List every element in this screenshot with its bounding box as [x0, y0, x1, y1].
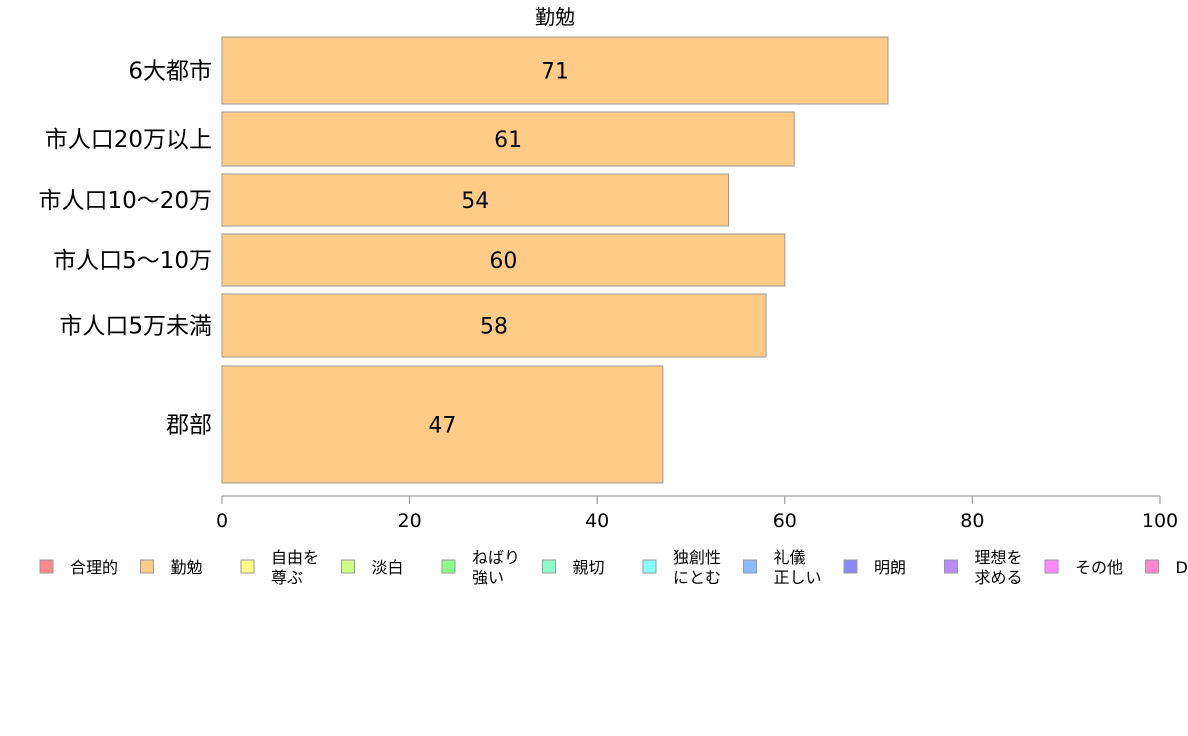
legend-swatch-3: [341, 559, 355, 574]
legend-label-10: その他: [1075, 558, 1123, 577]
legend-swatch-8: [843, 559, 858, 574]
value-label-1: 61: [494, 128, 522, 153]
category-label-4: 市人口5万未満: [59, 314, 212, 340]
legend-label-1: 勤勉: [171, 558, 203, 577]
legend-swatch-10: [1044, 559, 1059, 574]
x-tick-label-0: 0: [216, 510, 228, 532]
legend-swatch-5: [542, 559, 556, 574]
legend-swatch-11: [1145, 559, 1159, 574]
legend-swatch-1: [140, 559, 154, 574]
legend-swatch-0: [39, 559, 54, 574]
legend: 合理的 勤勉 自由を尊ぶ 淡白 ねばり強い 親切 独創性にとむ 礼儀正しい 明朗 理想を求める その…: [39, 548, 1188, 587]
value-label-0: 71: [541, 60, 569, 85]
legend-label-9: 理想を求める: [975, 548, 1023, 587]
legend-label-6: 独創性にとむ: [673, 548, 721, 587]
legend-swatch-9: [944, 559, 958, 574]
legend-label-11: D: [1176, 558, 1188, 577]
category-label-5: 郡部: [166, 413, 212, 439]
value-label-2: 54: [461, 189, 489, 214]
legend-label-8: 明朗: [874, 558, 906, 577]
category-label-0: 6大都市: [128, 59, 212, 85]
bar-0: [221, 36, 889, 105]
category-label-2: 市人口10〜20万: [38, 188, 212, 214]
bar-1: [221, 111, 795, 167]
x-axis: 0 20 40 60 80 100: [216, 495, 1178, 532]
bar-4: [221, 293, 767, 358]
legend-label-0: 合理的: [70, 558, 118, 577]
x-tick-label-3: 60: [773, 510, 797, 532]
legend-swatch-2: [240, 559, 255, 574]
legend-label-4: ねばり強い: [472, 548, 520, 587]
x-tick-label-1: 20: [398, 510, 422, 532]
legend-swatch-7: [743, 559, 757, 574]
legend-label-5: 親切: [573, 558, 605, 577]
legend-label-7: 礼儀正しい: [774, 548, 822, 587]
x-tick-label-2: 40: [585, 510, 609, 532]
bars-group: 71 6大都市 61 市人口20万以上 54 市人口10〜20万 60 市人口5〜10万 58 市…: [38, 36, 889, 484]
bar-2: [221, 173, 730, 227]
value-label-3: 60: [489, 249, 517, 274]
value-label-5: 47: [428, 414, 456, 439]
bar-3: [221, 233, 786, 287]
x-tick-label-5: 100: [1142, 510, 1178, 532]
chart-title: 勤勉: [535, 5, 575, 29]
legend-swatch-6: [642, 559, 657, 574]
value-label-4: 58: [480, 315, 508, 340]
legend-label-2: 自由を尊ぶ: [271, 548, 319, 587]
category-label-1: 市人口20万以上: [45, 127, 212, 153]
legend-swatch-4: [441, 559, 456, 574]
bar-5: [221, 365, 664, 484]
category-label-3: 市人口5〜10万: [53, 248, 212, 274]
x-tick-label-4: 80: [960, 510, 984, 532]
legend-label-3: 淡白: [372, 558, 404, 577]
